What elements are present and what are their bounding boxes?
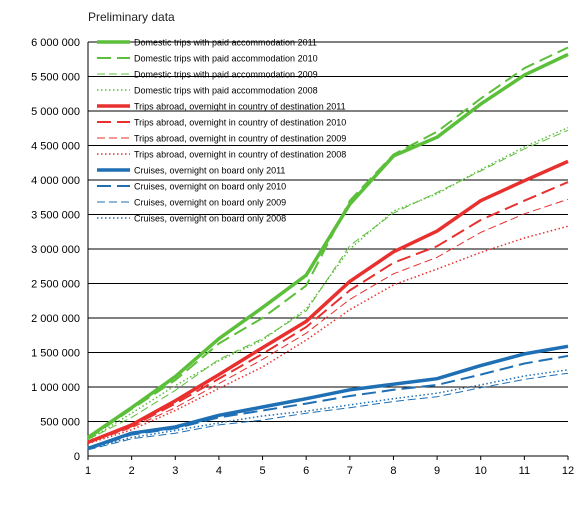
- x-tick-label: 9: [434, 465, 440, 477]
- legend-label: Cruises, overnight on board only 2008: [134, 214, 286, 224]
- legend-label: Cruises, overnight on board only 2011: [134, 166, 285, 176]
- y-tick-label: 5 000 000: [31, 106, 80, 118]
- legend-label: Domestic trips with paid accommodation 2…: [134, 38, 317, 48]
- x-tick-label: 6: [303, 465, 309, 477]
- series-line: [87, 181, 569, 444]
- y-tick-label: 3 500 000: [31, 210, 80, 222]
- x-tick-label: 3: [172, 465, 178, 477]
- y-tick-label: 6 000 000: [31, 37, 80, 49]
- series-line: [87, 344, 569, 451]
- x-tick-label: 10: [475, 465, 487, 477]
- chart-subtitle: Preliminary data: [88, 10, 175, 24]
- series-line: [87, 52, 569, 439]
- x-tick-label: 2: [129, 465, 135, 477]
- y-tick-label: 1 000 000: [31, 382, 80, 394]
- x-tick-label: 1: [85, 465, 91, 477]
- x-tick-label: 5: [259, 465, 265, 477]
- x-tick-label: 7: [347, 465, 353, 477]
- series-line: [87, 126, 569, 441]
- series-line: [87, 354, 569, 451]
- legend-label: Cruises, overnight on board only 2009: [134, 198, 286, 208]
- x-tick-label: 12: [562, 465, 574, 477]
- y-tick-label: 5 500 000: [31, 72, 80, 84]
- legend-label: Cruises, overnight on board only 2010: [134, 182, 286, 192]
- y-tick-label: 2 000 000: [31, 313, 80, 325]
- series-line: [87, 198, 569, 444]
- legend-label: Trips abroad, overnight in country of de…: [134, 150, 346, 160]
- x-tick-label: 8: [390, 465, 396, 477]
- y-tick-label: 4 000 000: [31, 175, 80, 187]
- y-tick-label: 4 500 000: [31, 141, 80, 153]
- x-tick-label: 4: [216, 465, 222, 477]
- legend-label: Trips abroad, overnight in country of de…: [134, 102, 346, 112]
- series-line: [87, 159, 569, 444]
- legend-label: Trips abroad, overnight in country of de…: [134, 118, 346, 128]
- series-line: [87, 225, 569, 445]
- y-tick-label: 3 000 000: [31, 244, 80, 256]
- legend-label: Domestic trips with paid accommodation 2…: [134, 54, 318, 64]
- y-tick-label: 2 500 000: [31, 279, 80, 291]
- y-tick-label: 0: [74, 451, 80, 463]
- legend-label: Domestic trips with paid accommodation 2…: [134, 86, 318, 96]
- y-tick-label: 500 000: [40, 417, 80, 429]
- legend-label: Domestic trips with paid accommodation 2…: [134, 70, 318, 80]
- y-tick-label: 1 500 000: [31, 348, 80, 360]
- x-tick-label: 11: [519, 465, 530, 477]
- series-line: [87, 372, 569, 451]
- legend-label: Trips abroad, overnight in country of de…: [134, 134, 346, 144]
